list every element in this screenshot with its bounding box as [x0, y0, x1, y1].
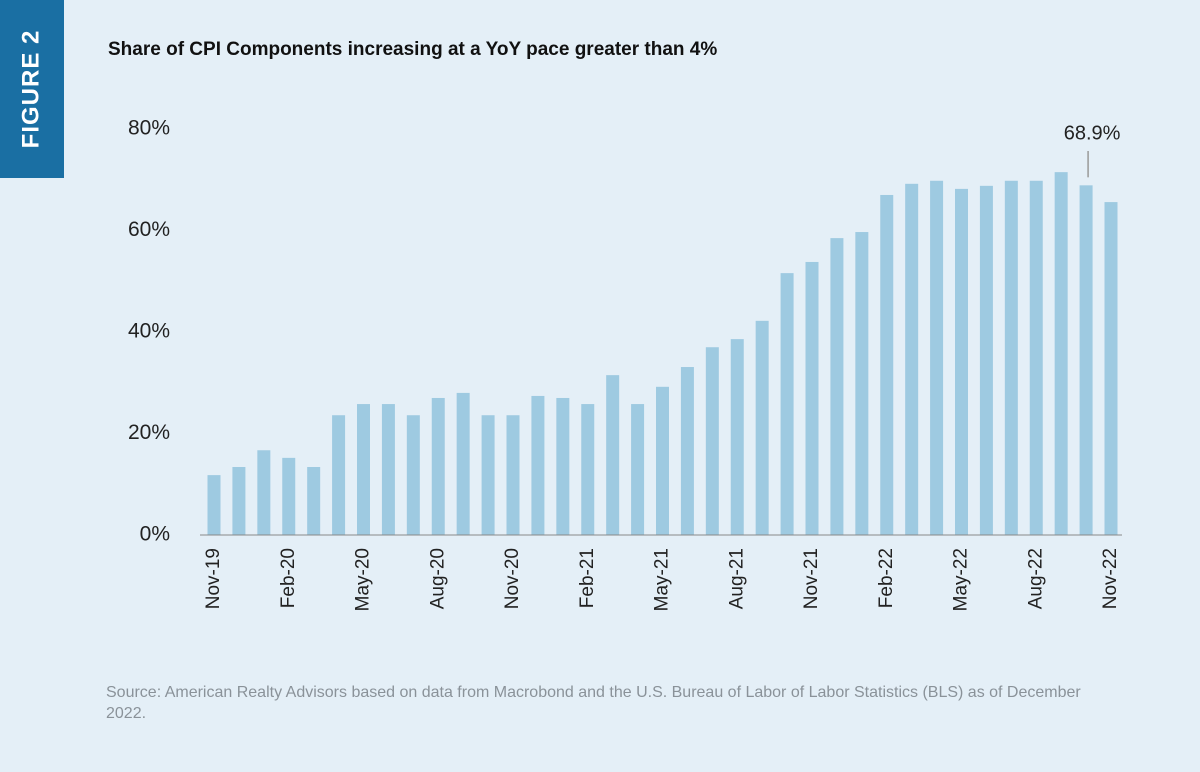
x-tick-label: Feb-20 [278, 548, 299, 608]
chart-title: Share of CPI Components increasing at a … [108, 39, 717, 60]
bar [830, 238, 844, 536]
bar [855, 232, 869, 535]
x-tick-label: Aug-20 [427, 548, 448, 609]
bar [979, 185, 993, 535]
y-tick-label: 40% [128, 320, 170, 343]
bar [581, 404, 595, 535]
y-tick-label: 80% [128, 117, 170, 140]
x-tick-label: Nov-19 [203, 548, 224, 609]
x-tick-label: Feb-21 [577, 548, 598, 608]
x-tick-label: Aug-21 [726, 548, 747, 609]
bar [531, 395, 545, 535]
y-tick-label: 0% [140, 523, 170, 546]
bar [955, 188, 968, 535]
bar [755, 320, 769, 535]
x-tick-label: Aug-22 [1025, 548, 1046, 609]
bar [1079, 185, 1093, 535]
bar [730, 339, 744, 535]
figure-label: FIGURE 2 [17, 30, 44, 149]
bar [905, 183, 919, 535]
x-tick-label: Nov-22 [1100, 548, 1121, 609]
bar [880, 194, 894, 535]
bar [456, 392, 470, 535]
x-tick-label: May-20 [353, 548, 374, 611]
bar [705, 347, 719, 535]
bar [606, 375, 620, 535]
bar [631, 404, 645, 535]
bar [332, 415, 346, 535]
bar [930, 180, 944, 535]
figure-tab [0, 0, 64, 178]
bar [680, 367, 694, 535]
value-label: 68.9% [1064, 122, 1121, 144]
x-tick-label: Nov-21 [801, 548, 822, 609]
source-note: Source: American Realty Advisors based o… [106, 684, 1081, 722]
bar [1104, 202, 1118, 535]
bar [780, 273, 794, 535]
x-tick-label: May-22 [951, 548, 972, 611]
x-tick-label: Nov-20 [502, 548, 523, 609]
bar [406, 415, 420, 535]
bar [307, 466, 321, 535]
bar [381, 404, 395, 535]
y-tick-label: 20% [128, 421, 170, 444]
x-tick-label: May-21 [652, 548, 673, 611]
bar [357, 404, 370, 535]
bar [431, 397, 445, 535]
bar [282, 457, 296, 535]
x-tick-label: Feb-22 [876, 548, 897, 608]
bar [1004, 180, 1018, 535]
y-tick-label: 60% [128, 218, 170, 241]
bar [207, 475, 221, 535]
bar [257, 450, 271, 535]
bar [1054, 172, 1068, 535]
bar [656, 386, 669, 535]
bar [805, 261, 819, 535]
bar [232, 466, 246, 535]
bar [1029, 180, 1043, 535]
bar [556, 397, 570, 535]
bar [506, 415, 520, 535]
bar [481, 415, 495, 535]
